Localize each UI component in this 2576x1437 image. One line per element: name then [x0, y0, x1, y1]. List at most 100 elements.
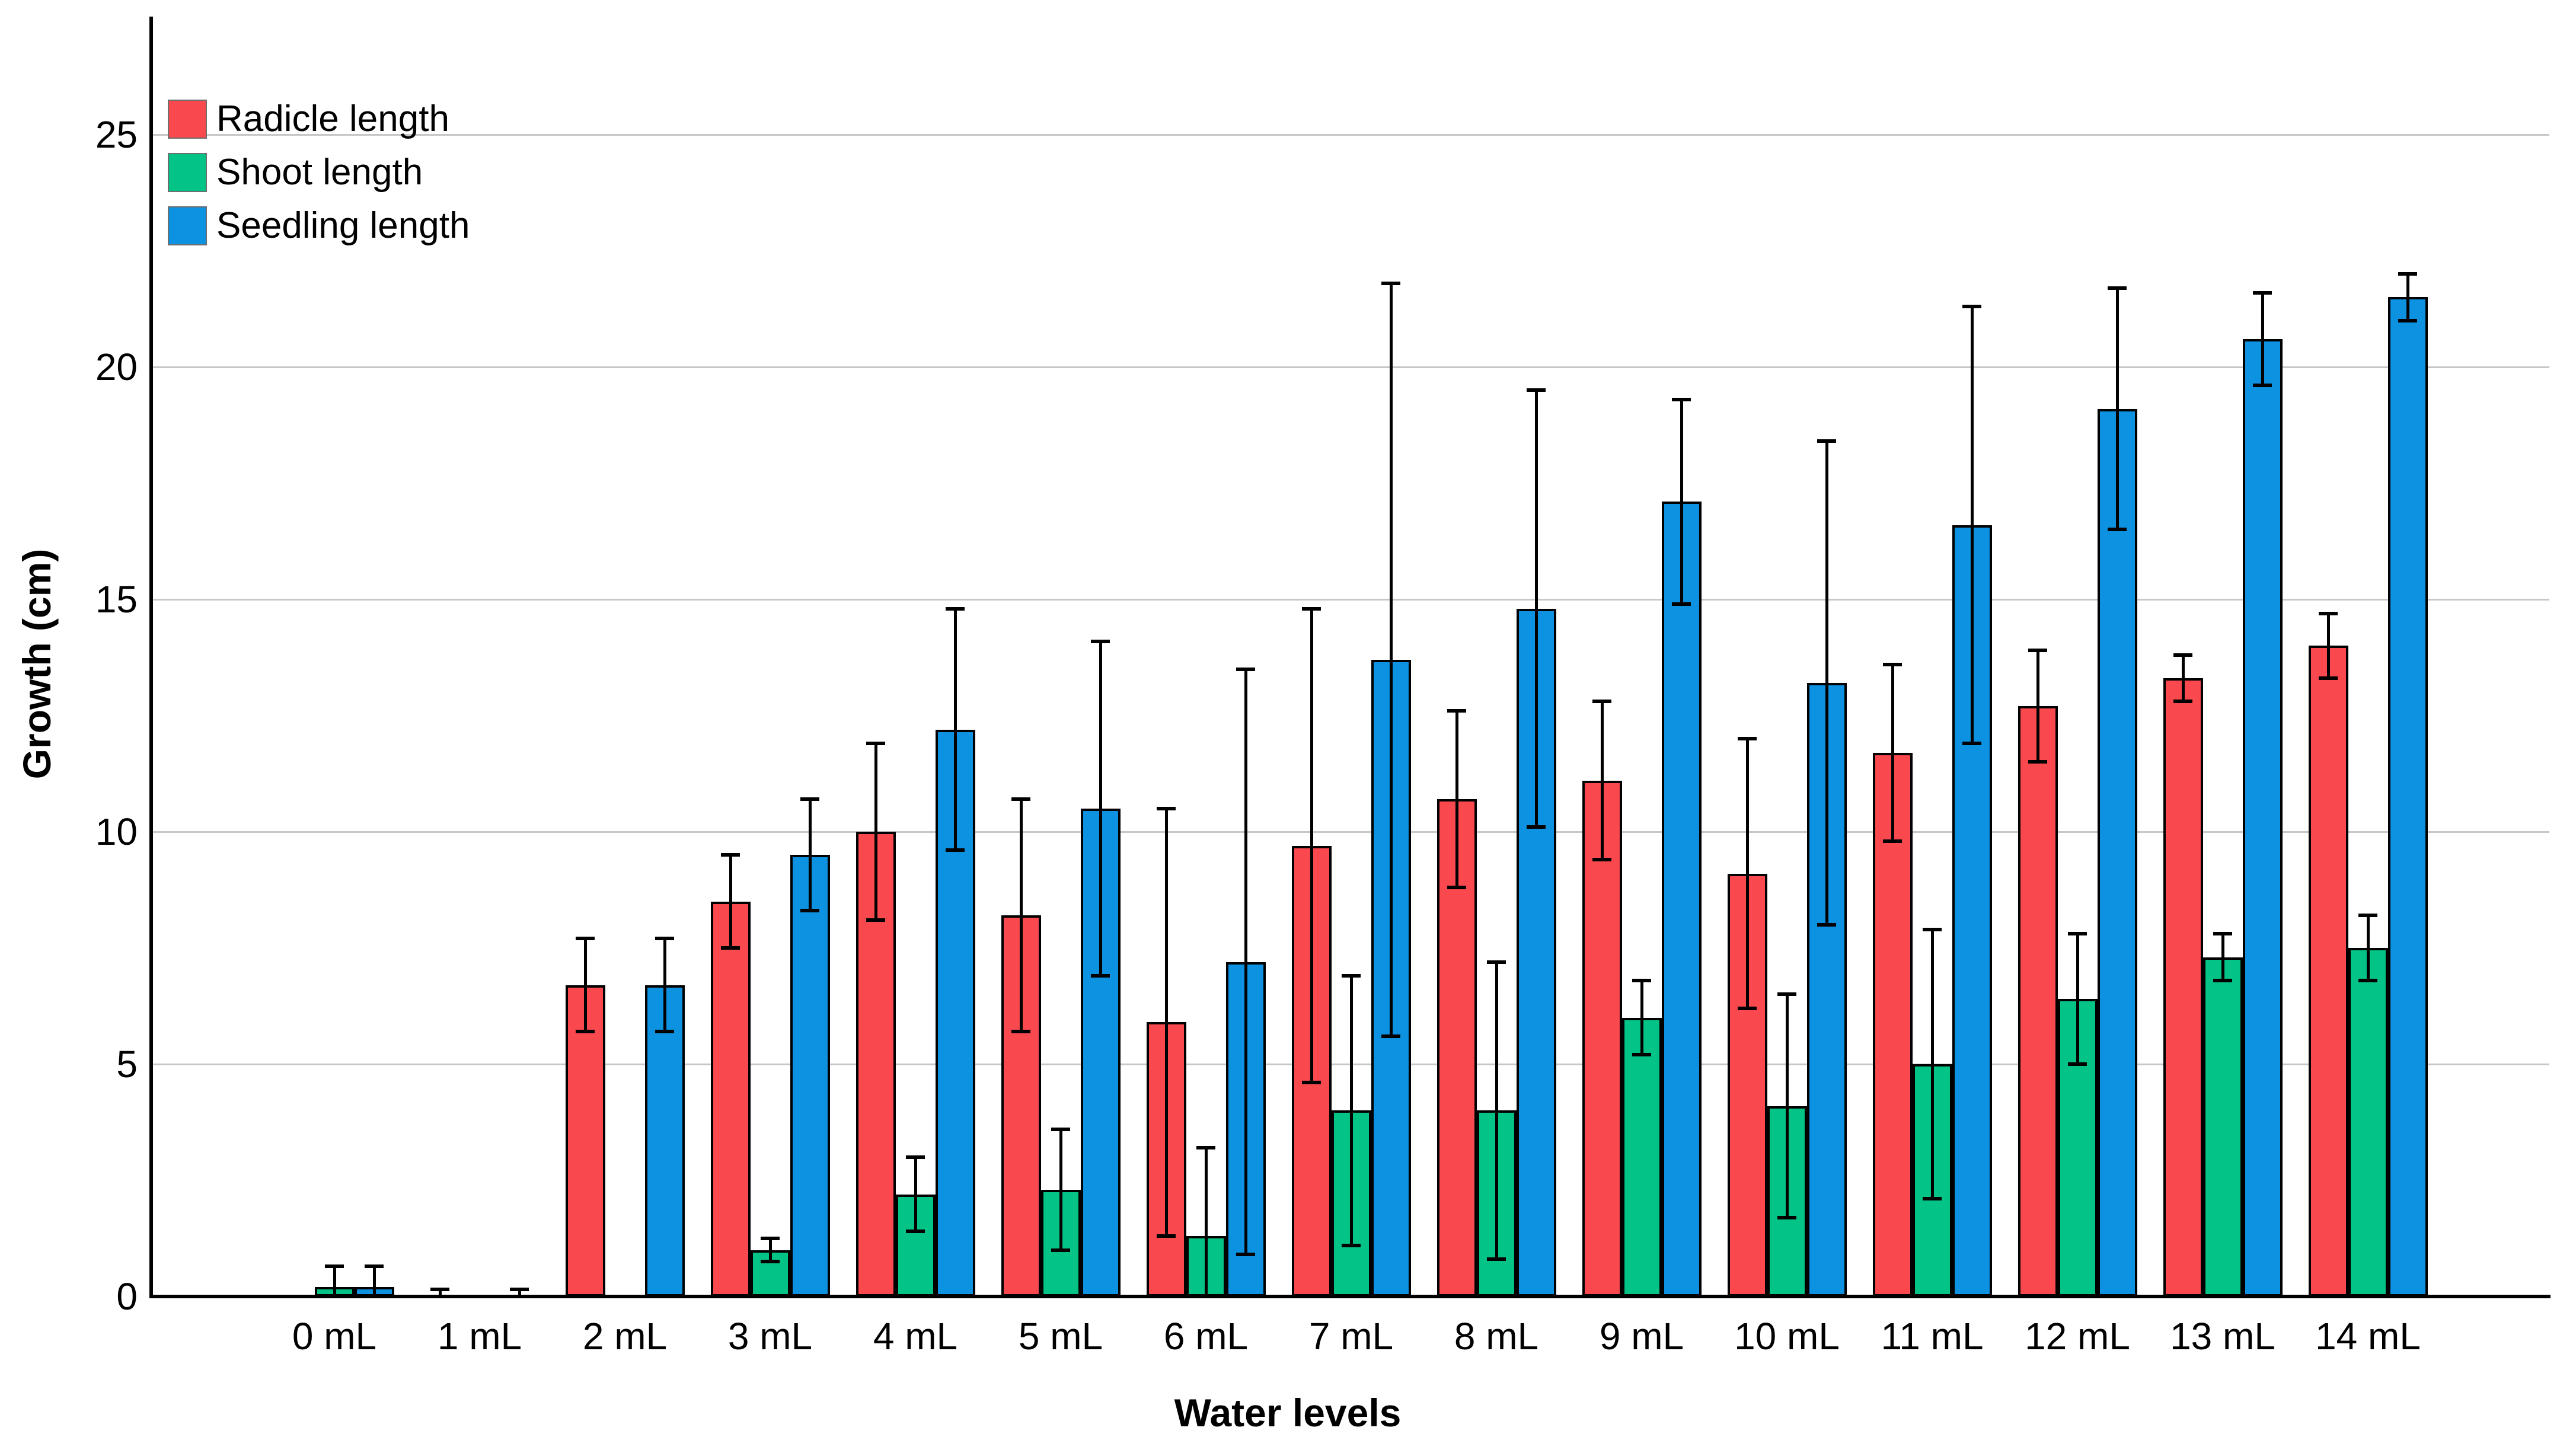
error-bar-cap-top — [1091, 639, 1110, 643]
x-tick-label: 4 mL — [873, 1315, 958, 1358]
error-bar-cap-bottom — [800, 909, 819, 913]
error-bar-cap-top — [1777, 992, 1796, 997]
error-bar-cap-top — [2319, 611, 2338, 615]
x-tick-label: 6 mL — [1163, 1315, 1249, 1358]
error-bar — [1059, 1129, 1062, 1250]
bar-radicle-9mL — [1582, 780, 1622, 1297]
x-tick-label: 5 mL — [1018, 1315, 1103, 1358]
bar-radicle-14mL — [2308, 646, 2348, 1297]
x-axis-title: Water levels — [1174, 1391, 1402, 1435]
error-bar — [2076, 934, 2079, 1064]
error-bar-cap-top — [1672, 397, 1691, 401]
error-bar-cap-top — [1817, 439, 1836, 443]
error-bar-cap-bottom — [1592, 858, 1611, 862]
error-bar-cap-bottom — [1447, 886, 1466, 890]
x-tick-label: 14 mL — [2315, 1315, 2421, 1358]
error-bar — [1785, 994, 1789, 1218]
x-tick-label: 0 mL — [292, 1315, 377, 1358]
error-bar-cap-top — [1011, 797, 1030, 801]
error-bar-cap-bottom — [946, 848, 965, 852]
error-bar — [1680, 399, 1683, 604]
bar-shoot-9mL — [1621, 1017, 1662, 1297]
error-bar — [1534, 390, 1538, 828]
error-bar-cap-bottom — [1091, 974, 1110, 978]
y-tick-label: 5 — [116, 1043, 138, 1085]
error-bar-cap-bottom — [1817, 922, 1836, 927]
gridline-15 — [153, 598, 2549, 601]
error-bar-cap-top — [1592, 700, 1611, 704]
error-bar-cap-top — [1302, 606, 1321, 611]
bar-shoot-13mL — [2202, 957, 2243, 1297]
error-bar — [333, 1266, 336, 1297]
error-bar — [874, 743, 877, 920]
error-bar-cap-top — [2173, 653, 2192, 657]
error-bar-cap-bottom — [2173, 700, 2192, 704]
error-bar — [372, 1266, 376, 1297]
error-bar — [1825, 441, 1828, 925]
error-bar-cap-top — [2253, 290, 2272, 295]
error-bar-cap-bottom — [1381, 1034, 1400, 1038]
error-bar-cap-top — [1527, 388, 1546, 392]
error-bar — [2036, 650, 2039, 762]
error-bar — [2326, 613, 2330, 679]
error-bar-cap-top — [2068, 932, 2087, 936]
y-axis-line — [149, 17, 153, 1298]
error-bar — [1389, 283, 1393, 1036]
x-tick-label: 11 mL — [1881, 1315, 1984, 1358]
error-bar-cap-top — [2108, 286, 2127, 290]
error-bar-cap-bottom — [1527, 825, 1546, 829]
error-bar-cap-bottom — [2028, 760, 2047, 764]
error-bar — [768, 1238, 772, 1262]
x-tick-label: 2 mL — [582, 1315, 668, 1358]
error-bar-cap-top — [655, 937, 674, 941]
bar-radicle-2mL — [565, 985, 605, 1297]
error-bar — [1891, 664, 1894, 841]
error-bar — [914, 1157, 917, 1232]
error-bar-cap-top — [510, 1288, 529, 1292]
error-bar-cap-bottom — [2398, 318, 2417, 322]
bar-seedling-12mL — [2097, 408, 2137, 1297]
bar-seedling-9mL — [1661, 502, 1702, 1297]
error-bar-cap-top — [1157, 806, 1176, 810]
bar-seedling-4mL — [935, 729, 975, 1297]
legend-label-radicle: Radicle length — [216, 98, 449, 139]
error-bar-cap-top — [325, 1264, 344, 1269]
error-bar-cap-top — [1447, 709, 1466, 713]
legend-item-seedling: Seedling length — [168, 206, 470, 245]
error-bar — [1019, 799, 1023, 1032]
error-bar — [1099, 641, 1102, 976]
error-bar-cap-top — [946, 606, 965, 611]
error-bar — [1455, 711, 1458, 888]
legend-label-shoot: Shoot length — [216, 152, 423, 193]
error-bar-cap-bottom — [906, 1230, 925, 1234]
bar-radicle-11mL — [1872, 752, 1913, 1297]
error-bar-cap-top — [1923, 927, 1942, 931]
error-bar-cap-bottom — [2358, 978, 2377, 982]
error-bar — [663, 938, 666, 1032]
x-tick-label: 8 mL — [1454, 1315, 1539, 1358]
legend-item-radicle: Radicle length — [168, 100, 470, 139]
error-bar — [2221, 934, 2224, 981]
error-bar-cap-top — [1051, 1127, 1070, 1131]
x-tick-label: 3 mL — [727, 1315, 813, 1358]
error-bar-cap-top — [1632, 978, 1651, 982]
bar-radicle-3mL — [710, 901, 751, 1297]
x-tick-label: 9 mL — [1599, 1315, 1684, 1358]
error-bar-cap-top — [1236, 667, 1255, 671]
error-bar-cap-bottom — [1157, 1234, 1176, 1238]
bar-radicle-12mL — [2018, 706, 2058, 1297]
error-bar — [2406, 274, 2409, 321]
legend-label-seedling: Seedling length — [216, 205, 470, 246]
radicle-swatch-icon — [168, 100, 207, 139]
error-bar-cap-bottom — [721, 946, 740, 950]
error-bar — [1244, 669, 1247, 1255]
seedling-swatch-icon — [168, 206, 207, 245]
error-bar — [808, 799, 812, 911]
error-bar-cap-bottom — [2213, 978, 2232, 982]
error-bar-cap-top — [906, 1155, 925, 1159]
error-bar-cap-bottom — [761, 1260, 780, 1264]
error-bar-cap-bottom — [1011, 1030, 1030, 1034]
error-bar — [729, 855, 732, 948]
bar-seedling-14mL — [2387, 297, 2428, 1297]
error-bar-cap-top — [866, 742, 885, 746]
